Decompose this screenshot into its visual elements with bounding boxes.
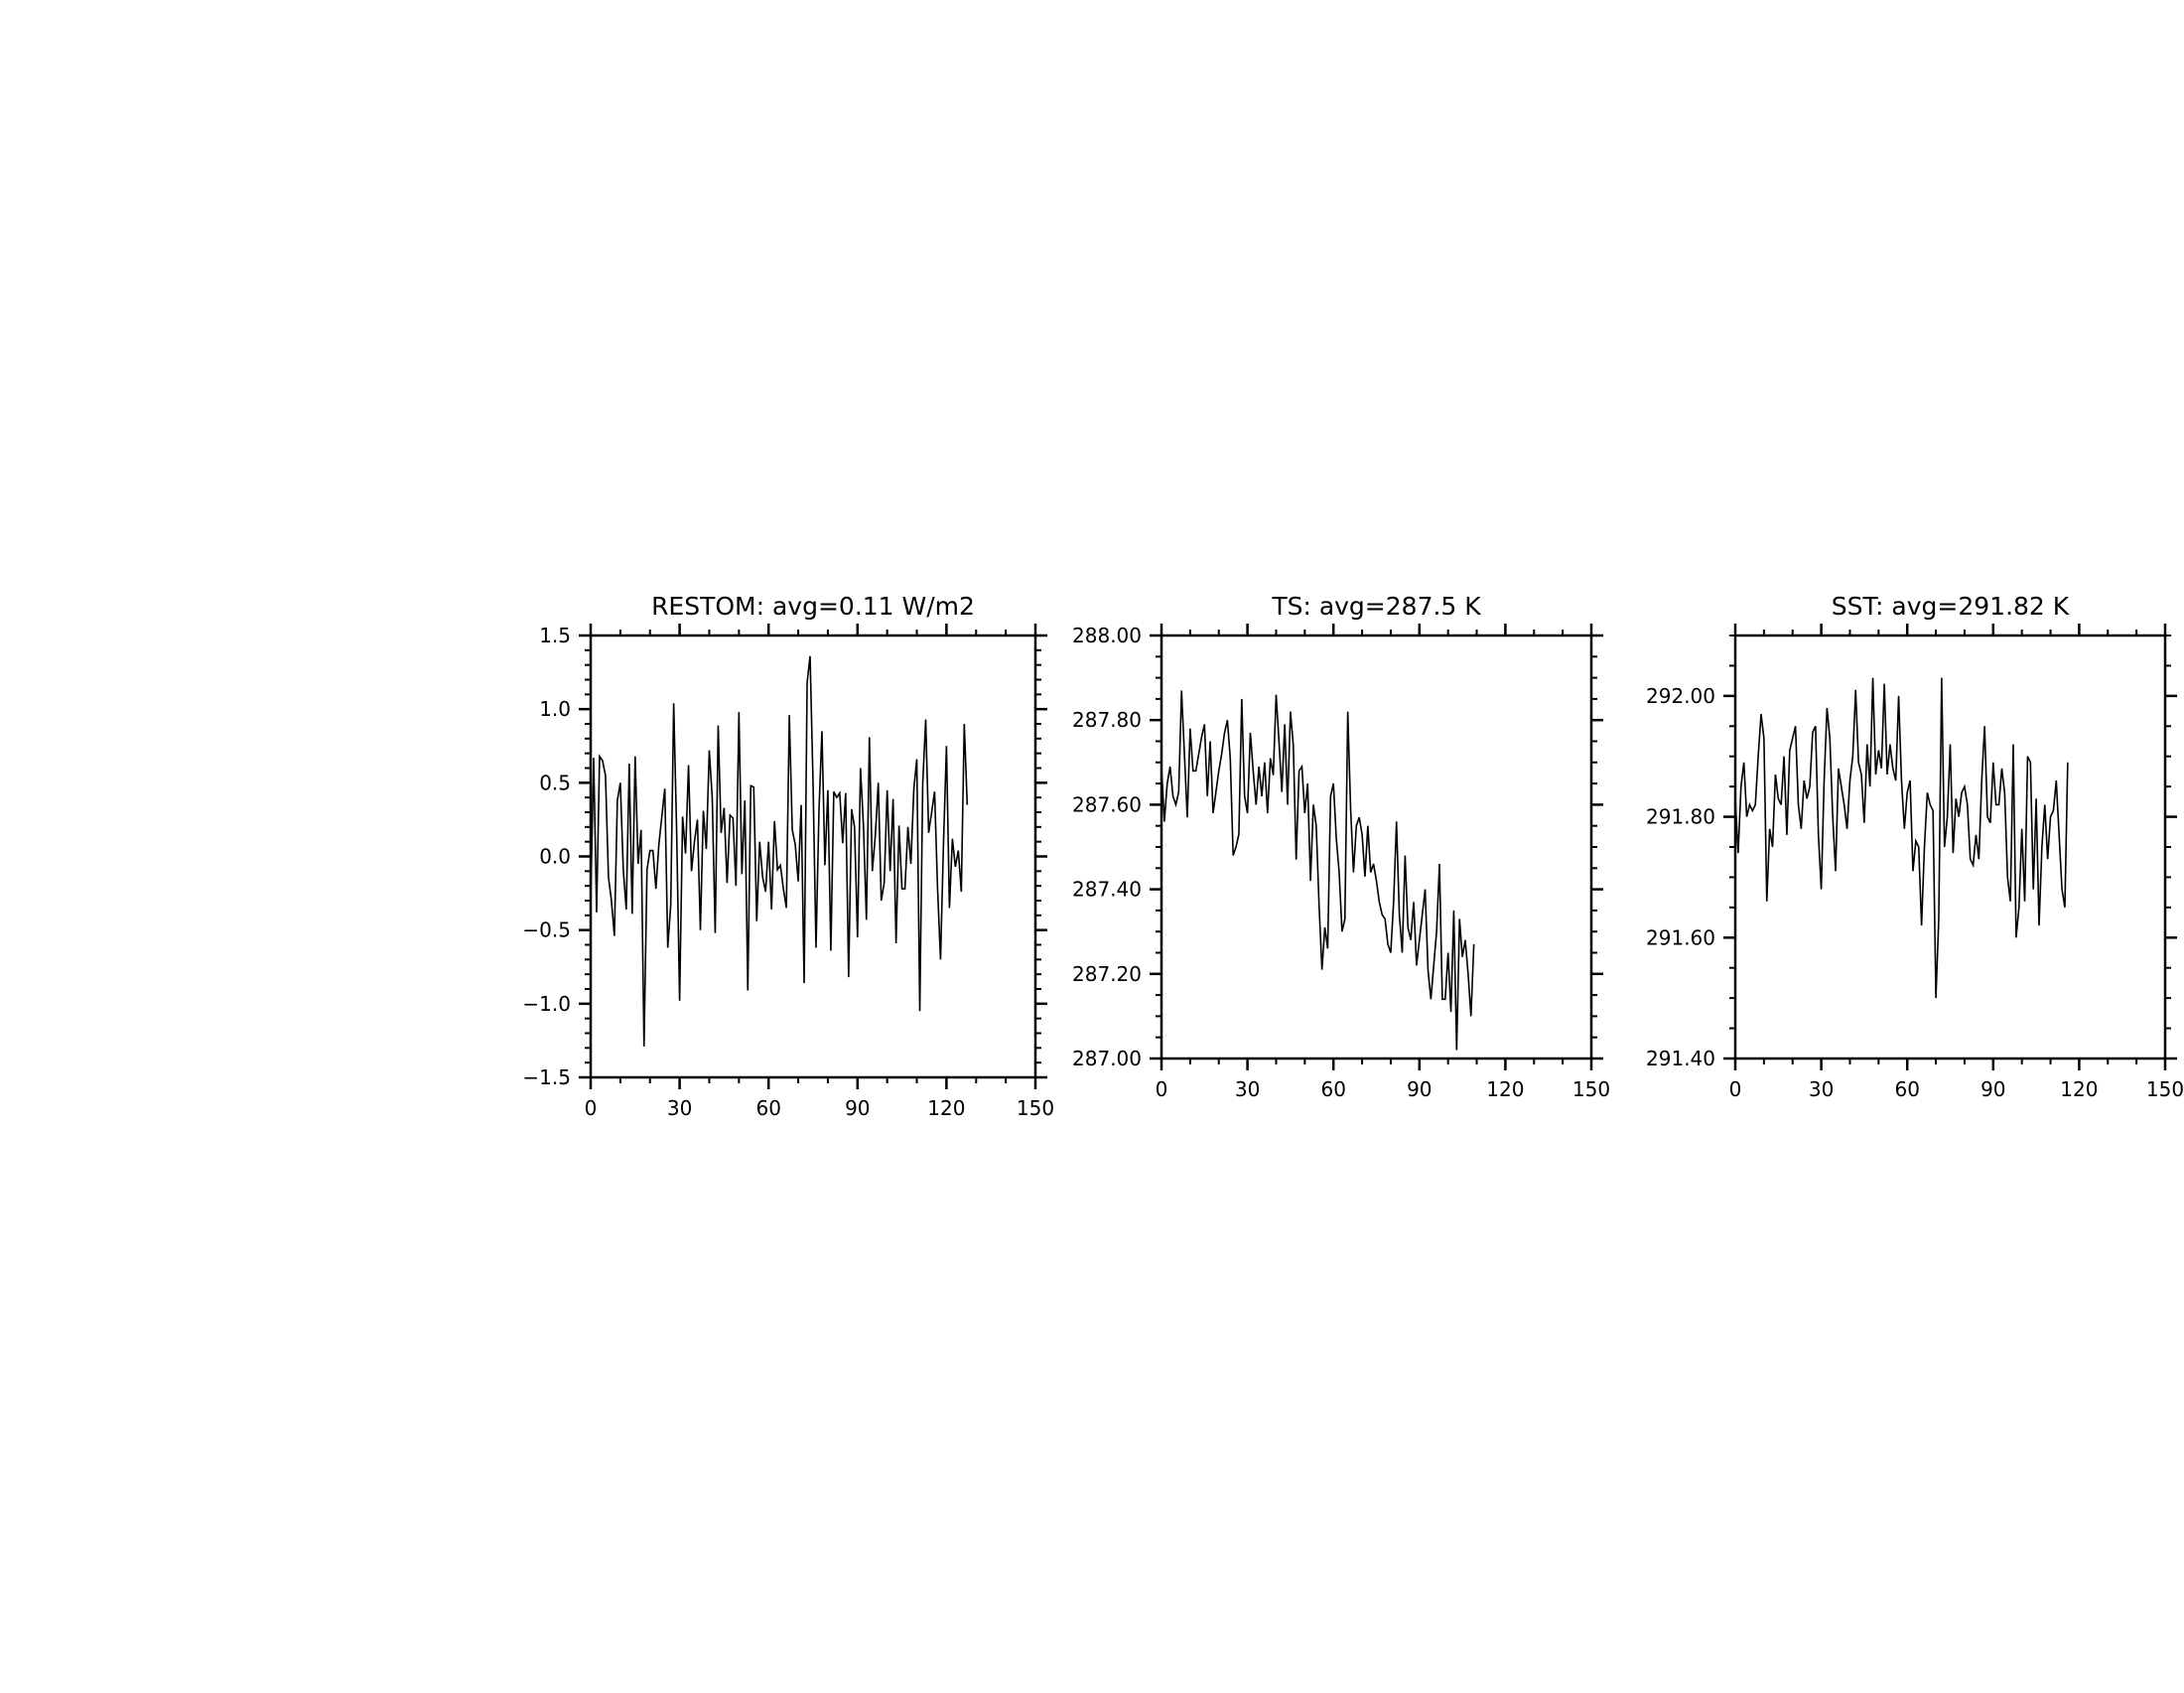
y-tick-label: 291.80	[1646, 805, 1715, 829]
chart-panel-2: TS: avg=287.5 K 0 30 60 90 120 150 287.00 287.20…	[1072, 592, 1610, 1101]
series-line	[590, 655, 969, 1047]
plot-frame	[1160, 634, 1593, 1060]
series-line	[1734, 677, 2069, 999]
y-tick-label: −1.0	[522, 992, 571, 1016]
y-tick-label: 287.20	[1072, 962, 1142, 986]
x-tick-label: 150	[1572, 1077, 1610, 1101]
x-tick-label: 0	[1156, 1077, 1168, 1101]
chart-title: RESTOM: avg=0.11 W/m2	[651, 592, 975, 621]
x-tick-label: 60	[1320, 1077, 1345, 1101]
x-tick-label: 30	[1809, 1077, 1834, 1101]
x-tick-label: 90	[845, 1096, 870, 1120]
y-tick-label: 1.0	[539, 697, 571, 721]
x-tick-label: 90	[1407, 1077, 1432, 1101]
x-tick-label: 60	[1894, 1077, 1919, 1101]
y-tick-label: 291.60	[1646, 925, 1715, 949]
chart-title: SST: avg=291.82 K	[1832, 592, 2070, 621]
y-tick-label: 288.00	[1072, 624, 1142, 647]
x-tick-label: 0	[1729, 1077, 1742, 1101]
x-tick-label: 0	[585, 1096, 598, 1120]
x-tick-label: 150	[2146, 1077, 2184, 1101]
x-tick-label: 150	[1017, 1096, 1054, 1120]
y-tick-label: −0.5	[522, 918, 571, 942]
x-tick-label: 120	[927, 1096, 965, 1120]
x-tick-label: 30	[667, 1096, 692, 1120]
x-tick-label: 60	[755, 1096, 780, 1120]
x-tick-label: 30	[1235, 1077, 1260, 1101]
y-tick-label: −1.5	[522, 1065, 571, 1089]
chart-panel-1: RESTOM: avg=0.11 W/m2 0 30 60 90 120 150 −1.5 −1…	[522, 592, 1054, 1120]
y-tick-label: 291.40	[1646, 1047, 1715, 1070]
y-tick-label: 292.00	[1646, 684, 1715, 708]
series-line	[1160, 690, 1475, 1051]
y-tick-label: 287.80	[1072, 708, 1142, 732]
x-tick-label: 120	[2060, 1077, 2098, 1101]
chart-title: TS: avg=287.5 K	[1271, 592, 1481, 621]
x-tick-label: 120	[1486, 1077, 1524, 1101]
y-tick-label: 287.00	[1072, 1047, 1142, 1070]
y-tick-label: 287.40	[1072, 878, 1142, 902]
plot-frame	[1733, 634, 2167, 1060]
y-tick-label: 287.60	[1072, 792, 1142, 816]
y-tick-label: 1.5	[539, 624, 571, 647]
y-tick-label: 0.0	[539, 845, 571, 869]
chart-panel-3: SST: avg=291.82 K 0 30 60 90 120 150 291.40 291.…	[1646, 592, 2184, 1101]
x-tick-label: 90	[1980, 1077, 2005, 1101]
y-tick-label: 0.5	[539, 771, 571, 794]
